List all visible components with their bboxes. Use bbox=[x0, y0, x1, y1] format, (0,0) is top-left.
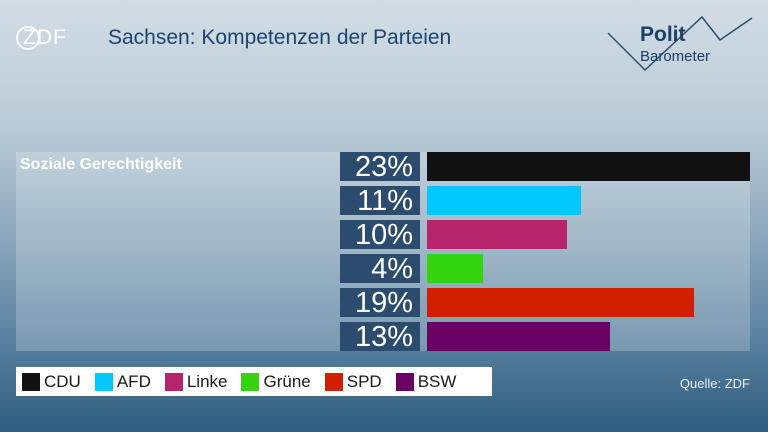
politbarometer-logo: Polit Barometer bbox=[600, 10, 760, 80]
legend-swatch-spd bbox=[324, 372, 343, 391]
bar-spd bbox=[427, 288, 694, 317]
legend-label-grune: Grüne bbox=[263, 371, 311, 391]
legend-item-bsw: BSW bbox=[395, 371, 457, 392]
legend-swatch-cdu bbox=[22, 372, 40, 391]
legend-label-linke: Linke bbox=[186, 371, 228, 391]
value-label-spd: 19% bbox=[340, 288, 420, 318]
brand-polit-text: Polit bbox=[640, 23, 686, 46]
legend-swatch-grune bbox=[241, 372, 260, 391]
legend-swatch-linke bbox=[164, 372, 183, 391]
bar-linke bbox=[427, 220, 568, 249]
chart-panel bbox=[16, 152, 750, 351]
legend-swatch-bsw bbox=[395, 372, 414, 391]
value-label-grune: 4% bbox=[340, 254, 420, 284]
bar-rows: 23% 11% 10% 4% 19% 13% bbox=[340, 152, 750, 352]
legend-label-spd: SPD bbox=[346, 371, 382, 391]
legend-item-grune: Grüne bbox=[241, 371, 311, 392]
legend-item-cdu: CDU bbox=[22, 372, 81, 392]
legend: CDU AFD Linke Grüne SPD BSW bbox=[16, 367, 492, 396]
value-label-afd: 11% bbox=[340, 186, 420, 216]
zdf-logo-text: ZDF bbox=[23, 26, 67, 49]
brand-barometer-text: Barometer bbox=[640, 48, 711, 65]
legend-label-cdu: CDU bbox=[44, 371, 81, 391]
zdf-logo-ring-icon bbox=[16, 26, 40, 50]
legend-item-afd: AFD bbox=[94, 371, 151, 392]
legend-label-afd: AFD bbox=[116, 371, 151, 391]
zdf-logo: ZDF bbox=[14, 24, 80, 52]
bar-bsw bbox=[427, 322, 610, 351]
category-label: Soziale Gerechtigkeit bbox=[20, 156, 182, 173]
value-label-linke: 10% bbox=[340, 220, 420, 250]
legend-item-linke: Linke bbox=[164, 371, 228, 392]
source-note: Quelle: ZDF bbox=[679, 376, 750, 391]
chart-title: Sachsen: Kompetenzen der Parteien bbox=[108, 26, 452, 49]
value-label-cdu: 23% bbox=[340, 152, 420, 182]
legend-item-spd: SPD bbox=[324, 371, 382, 392]
bar-cdu bbox=[427, 152, 750, 181]
legend-swatch-afd bbox=[94, 372, 113, 391]
bar-afd bbox=[427, 186, 582, 215]
barometer-zigzag-icon bbox=[607, 15, 753, 72]
value-label-bsw: 13% bbox=[340, 322, 420, 352]
bar-grune bbox=[427, 254, 484, 283]
legend-label-bsw: BSW bbox=[417, 371, 457, 391]
